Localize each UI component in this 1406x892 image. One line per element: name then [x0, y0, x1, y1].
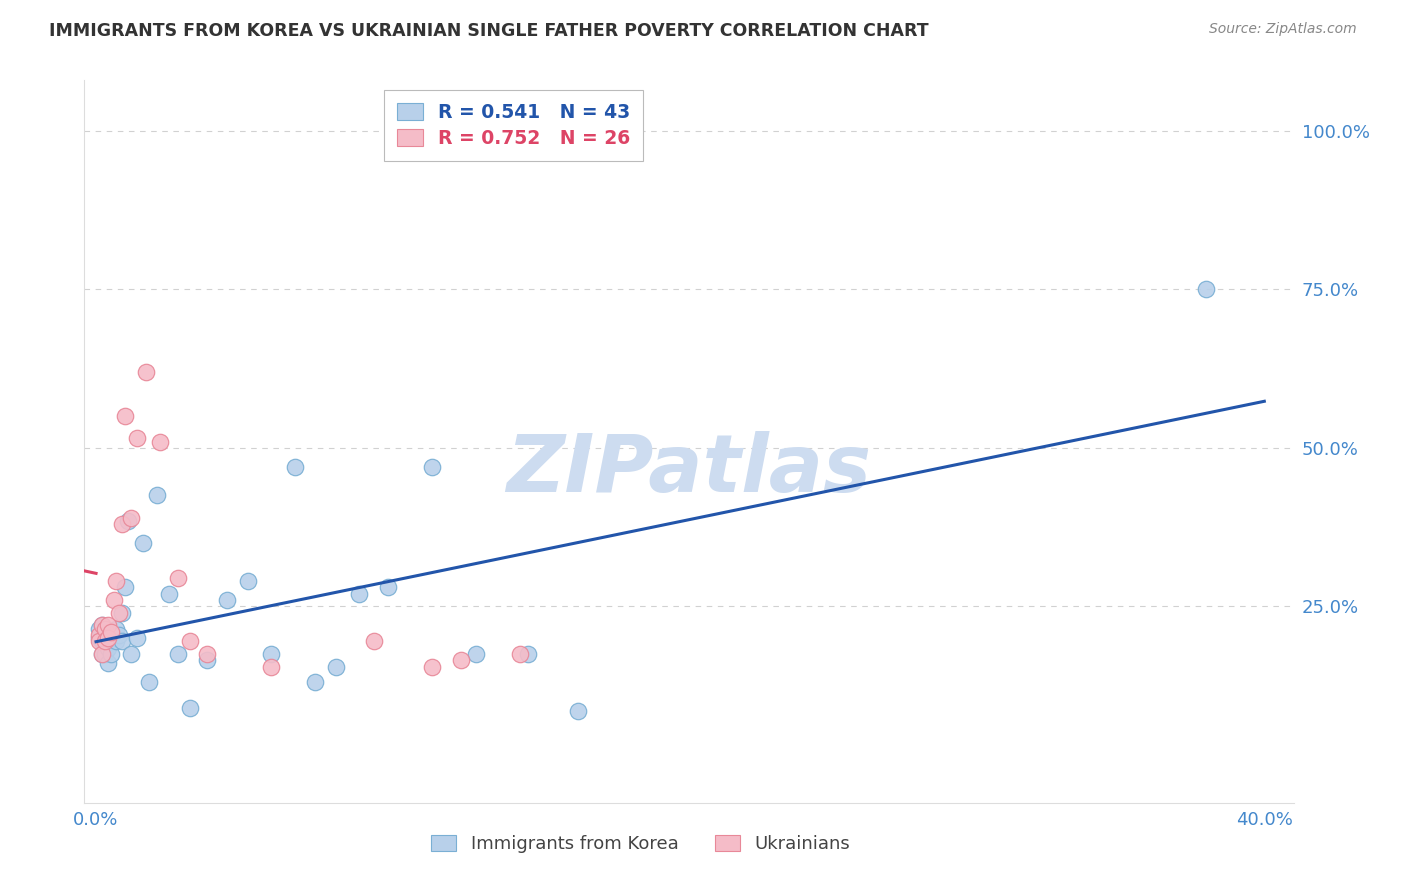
- Point: [97, 631, 120, 645]
- Point: [146, 488, 169, 502]
- Point: [420, 459, 443, 474]
- Point: [94, 637, 117, 651]
- Point: [179, 700, 201, 714]
- Point: [217, 593, 239, 607]
- Point: [149, 434, 172, 449]
- Point: [94, 647, 117, 661]
- Point: [90, 647, 112, 661]
- Point: [105, 574, 128, 588]
- Point: [1195, 282, 1218, 296]
- Point: [125, 431, 148, 445]
- Point: [100, 624, 122, 639]
- Point: [103, 631, 125, 645]
- Point: [347, 587, 370, 601]
- Point: [517, 647, 540, 661]
- Point: [94, 624, 117, 639]
- Text: Source: ZipAtlas.com: Source: ZipAtlas.com: [1209, 22, 1357, 37]
- Point: [236, 574, 259, 588]
- Text: IMMIGRANTS FROM KOREA VS UKRAINIAN SINGLE FATHER POVERTY CORRELATION CHART: IMMIGRANTS FROM KOREA VS UKRAINIAN SINGL…: [49, 22, 929, 40]
- Point: [195, 647, 218, 661]
- Point: [450, 653, 472, 667]
- Point: [103, 593, 125, 607]
- Point: [97, 631, 120, 645]
- Point: [111, 606, 134, 620]
- Point: [114, 409, 136, 424]
- Point: [94, 634, 117, 648]
- Point: [284, 459, 307, 474]
- Point: [260, 659, 283, 673]
- Point: [108, 628, 131, 642]
- Point: [90, 618, 112, 632]
- Legend: Immigrants from Korea, Ukrainians: Immigrants from Korea, Ukrainians: [422, 826, 859, 863]
- Point: [97, 640, 120, 655]
- Point: [179, 634, 201, 648]
- Point: [157, 587, 180, 601]
- Point: [195, 653, 218, 667]
- Point: [509, 647, 531, 661]
- Point: [111, 516, 134, 531]
- Point: [464, 647, 486, 661]
- Point: [105, 634, 128, 648]
- Point: [135, 365, 157, 379]
- Point: [120, 647, 142, 661]
- Point: [97, 618, 120, 632]
- Point: [325, 659, 347, 673]
- Point: [87, 628, 110, 642]
- Point: [377, 580, 399, 594]
- Point: [304, 675, 326, 690]
- Point: [108, 606, 131, 620]
- Point: [567, 704, 589, 718]
- Point: [100, 634, 122, 648]
- Point: [94, 622, 117, 636]
- Point: [90, 634, 112, 648]
- Point: [100, 647, 122, 661]
- Point: [90, 647, 112, 661]
- Point: [87, 631, 110, 645]
- Point: [125, 631, 148, 645]
- Point: [166, 571, 188, 585]
- Point: [120, 510, 142, 524]
- Point: [420, 659, 443, 673]
- Point: [87, 634, 110, 648]
- Point: [90, 618, 112, 632]
- Point: [132, 536, 155, 550]
- Point: [97, 657, 120, 671]
- Text: ZIPatlas: ZIPatlas: [506, 432, 872, 509]
- Point: [138, 675, 160, 690]
- Point: [166, 647, 188, 661]
- Point: [105, 622, 128, 636]
- Point: [117, 514, 139, 528]
- Point: [87, 622, 110, 636]
- Point: [111, 634, 134, 648]
- Point: [363, 634, 385, 648]
- Point: [260, 647, 283, 661]
- Point: [114, 580, 136, 594]
